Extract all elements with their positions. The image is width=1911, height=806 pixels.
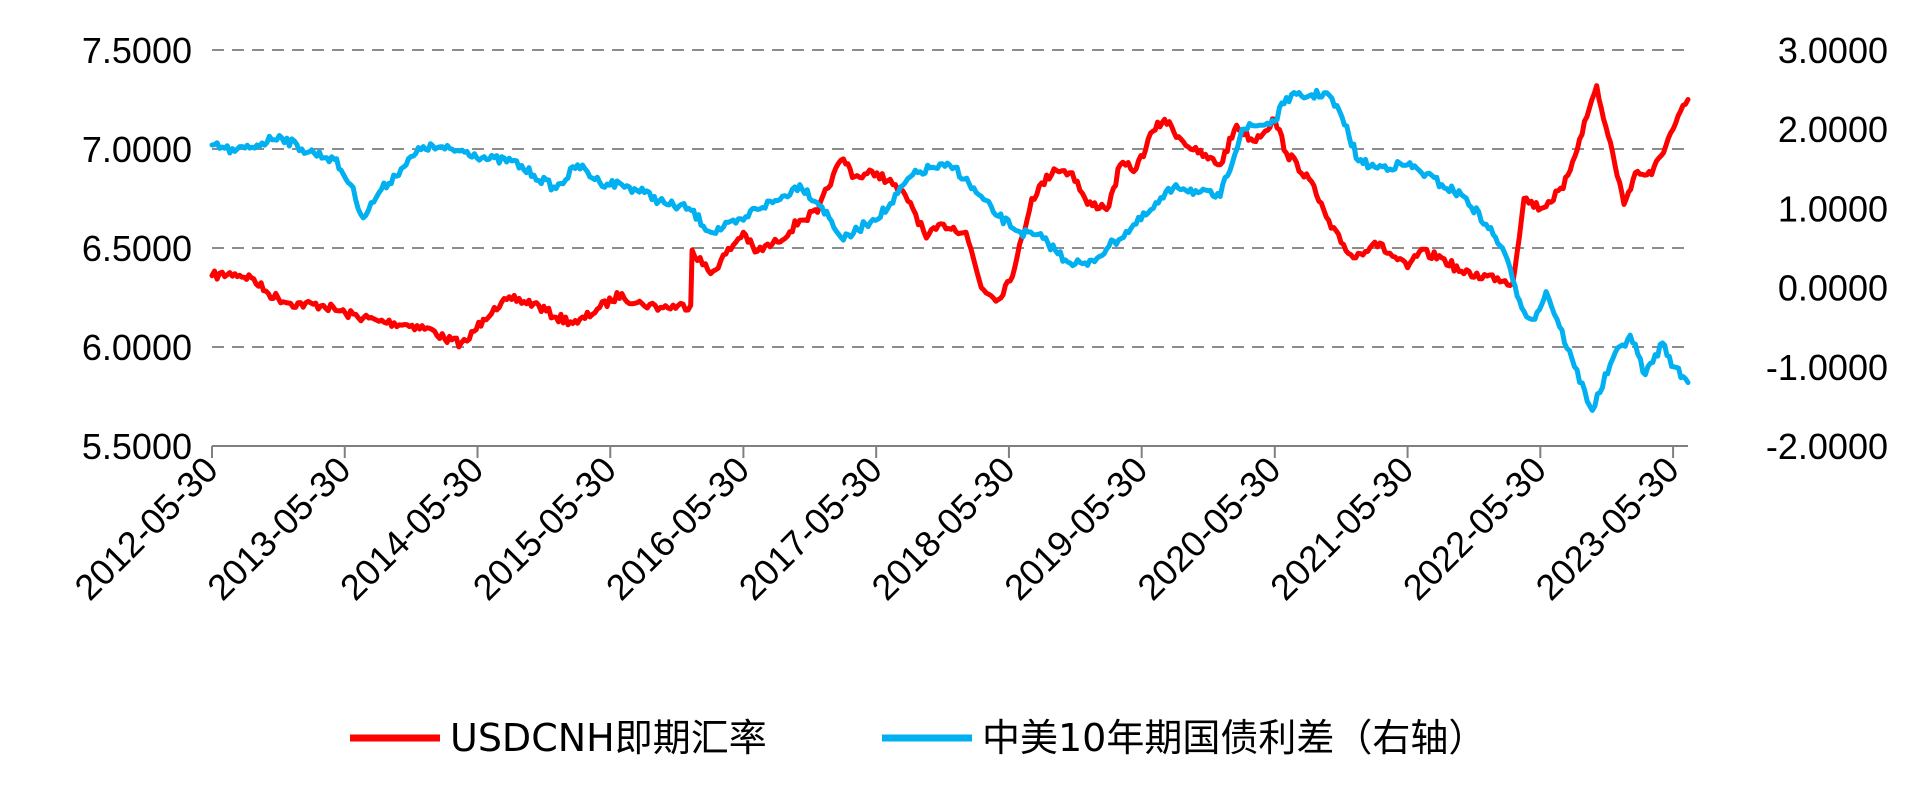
usdcnh-series-line	[209, 83, 1691, 350]
x-tick-label: 2022-05-30	[1395, 449, 1554, 608]
left-tick-label: 7.5000	[82, 30, 192, 71]
x-tick-label: 2016-05-30	[598, 449, 757, 608]
left-tick-label: 7.0000	[82, 129, 192, 170]
left-tick-label: 5.5000	[82, 426, 192, 467]
right-tick-label: 3.0000	[1778, 30, 1888, 71]
right-tick-label: 1.0000	[1778, 188, 1888, 229]
x-tick-label: 2015-05-30	[465, 449, 624, 608]
x-tick-label: 2017-05-30	[731, 449, 890, 608]
right-tick-label: 2.0000	[1778, 109, 1888, 150]
right-tick-label: -1.0000	[1766, 347, 1888, 388]
x-tick-label: 2023-05-30	[1528, 449, 1687, 608]
series-lines	[209, 83, 1691, 413]
legend-label: USDCNH即期汇率	[450, 716, 767, 760]
legend-label: 中美10年期国债利差（右轴）	[982, 716, 1486, 760]
left-tick-label: 6.5000	[82, 228, 192, 269]
x-tick-label: 2014-05-30	[332, 449, 491, 608]
spread-series-line	[209, 87, 1691, 413]
axes	[211, 445, 1688, 458]
right-tick-label: 0.0000	[1778, 268, 1888, 309]
left-axis-tick-labels: 5.5000 6.0000 6.5000 7.0000 7.5000	[82, 30, 192, 467]
right-axis-tick-labels: -2.0000 -1.0000 0.0000 1.0000 2.0000 3.0000	[1766, 30, 1888, 467]
x-tick-label: 2018-05-30	[863, 449, 1022, 608]
legend: USDCNH即期汇率 中美10年期国债利差（右轴）	[350, 716, 1486, 760]
x-tick-label: 2021-05-30	[1262, 449, 1421, 608]
x-tick-label: 2012-05-30	[66, 449, 225, 608]
right-tick-label: -2.0000	[1766, 426, 1888, 467]
x-tick-label: 2020-05-30	[1129, 449, 1288, 608]
x-tick-label: 2019-05-30	[996, 449, 1155, 608]
x-tick-label: 2013-05-30	[199, 449, 358, 608]
x-axis-tick-labels: 2012-05-302013-05-302014-05-302015-05-30…	[66, 449, 1686, 608]
left-tick-label: 6.0000	[82, 327, 192, 368]
